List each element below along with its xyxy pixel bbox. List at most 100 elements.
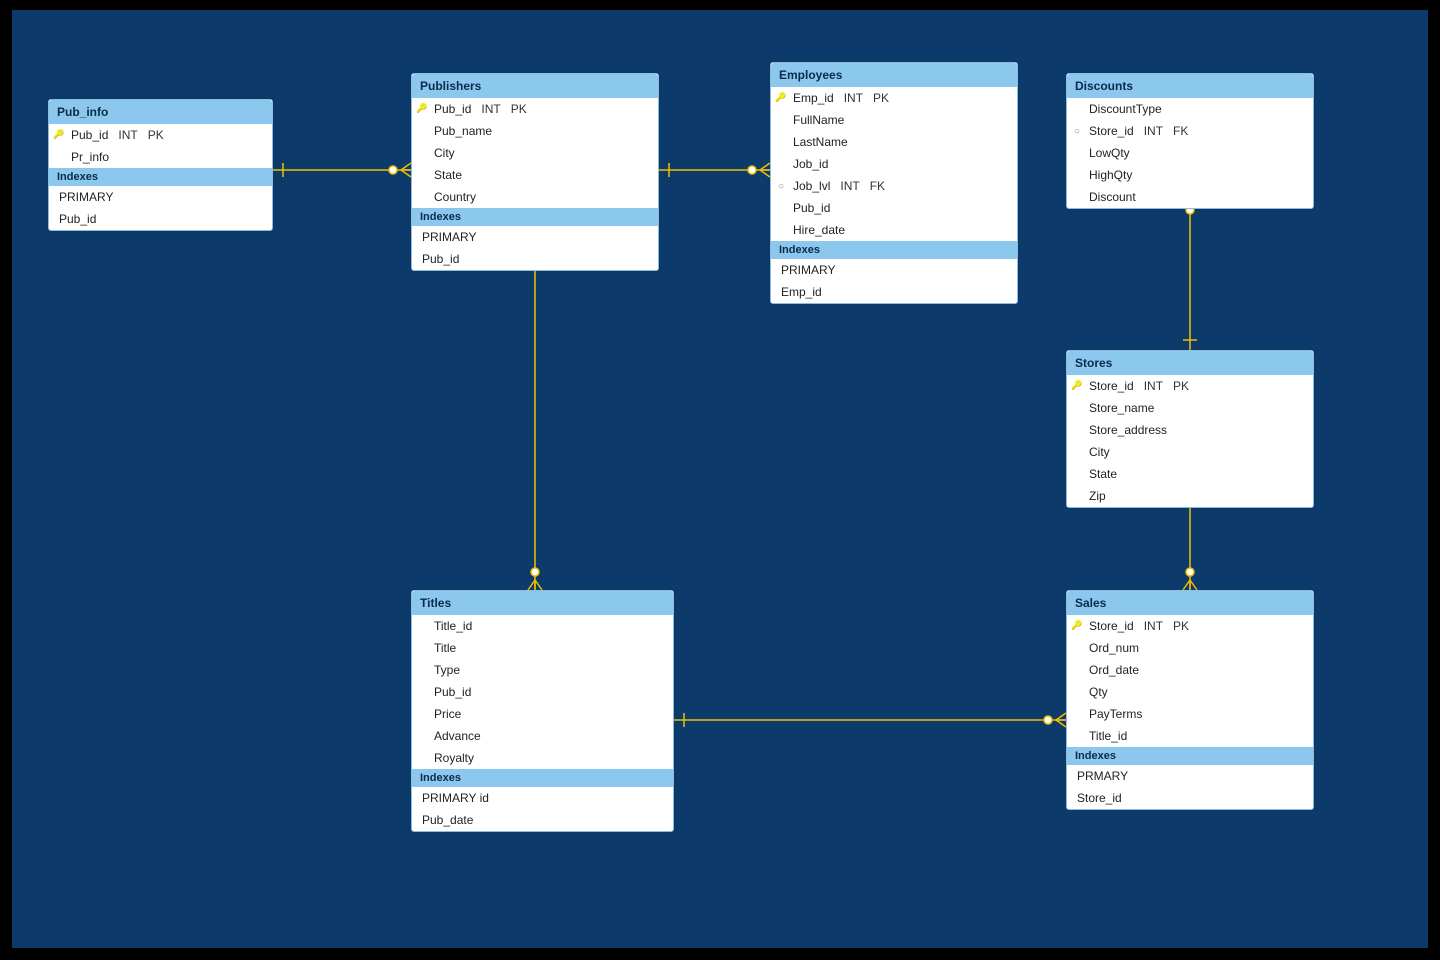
field-row: DiscountType [1067, 98, 1313, 120]
entity-title: Publishers [412, 74, 658, 98]
blank-icon [1071, 642, 1083, 654]
blank-icon [1071, 191, 1083, 203]
field-name: Title [434, 639, 456, 657]
field-row: Type [412, 659, 673, 681]
indexes-header: Indexes [49, 168, 272, 186]
field-name: Title_id [1089, 727, 1127, 745]
indexes-header: Indexes [412, 208, 658, 226]
field-row: Store_idINTPK [1067, 375, 1313, 397]
field-row: PayTerms [1067, 703, 1313, 725]
blank-icon [1071, 103, 1083, 115]
entity-pub_info[interactable]: Pub_infoPub_idINTPKPr_infoIndexesPRIMARY… [48, 99, 273, 231]
field-type: INT [1144, 617, 1163, 635]
field-row: Pub_name [412, 120, 658, 142]
field-row: City [1067, 441, 1313, 463]
pk-icon [416, 103, 428, 115]
index-row: PRMARY [1067, 765, 1313, 787]
field-name: Job_id [793, 155, 828, 173]
blank-icon [1071, 730, 1083, 742]
field-row: Store_name [1067, 397, 1313, 419]
blank-icon [416, 169, 428, 181]
entity-title: Titles [412, 591, 673, 615]
field-name: LowQty [1089, 144, 1130, 162]
field-row: Price [412, 703, 673, 725]
field-name: Price [434, 705, 461, 723]
field-name: Store_id [1089, 122, 1134, 140]
field-constraint: PK [873, 89, 889, 107]
field-row: Title [412, 637, 673, 659]
field-type: INT [118, 126, 137, 144]
field-constraint: PK [148, 126, 164, 144]
field-name: Job_lvl [793, 177, 830, 195]
field-name: Pub_name [434, 122, 492, 140]
field-name: DiscountType [1089, 100, 1162, 118]
entity-titles[interactable]: TitlesTitle_idTitleTypePub_idPriceAdvanc… [411, 590, 674, 832]
entity-title: Sales [1067, 591, 1313, 615]
field-name: Ord_date [1089, 661, 1139, 679]
field-row: Pub_id [412, 681, 673, 703]
blank-icon [416, 147, 428, 159]
field-name: Country [434, 188, 476, 206]
field-name: Hire_date [793, 221, 845, 239]
blank-icon [416, 642, 428, 654]
index-row: PRIMARY [771, 259, 1017, 281]
blank-icon [416, 752, 428, 764]
field-name: Store_id [1089, 377, 1134, 395]
blank-icon [416, 686, 428, 698]
field-row: Store_id INT PK [1067, 615, 1313, 637]
er-diagram-canvas: Pub_infoPub_idINTPKPr_infoIndexesPRIMARY… [12, 10, 1428, 948]
field-row: Pr_info [49, 146, 272, 168]
field-row: Store_address [1067, 419, 1313, 441]
blank-icon [1071, 468, 1083, 480]
field-name: City [1089, 443, 1110, 461]
blank-icon [1071, 402, 1083, 414]
field-row: Job_lvlINTFK [771, 175, 1017, 197]
entity-discounts[interactable]: DiscountsDiscountTypeStore_idINTFKLowQty… [1066, 73, 1314, 209]
blank-icon [416, 191, 428, 203]
fk-icon [1071, 125, 1083, 137]
field-name: HighQty [1089, 166, 1132, 184]
field-constraint: PK [1173, 377, 1189, 395]
field-row: LastName [771, 131, 1017, 153]
field-type: INT [481, 100, 500, 118]
field-constraint: PK [1173, 617, 1189, 635]
entity-employees[interactable]: EmployeesEmp_idINTPKFullNameLastNameJob_… [770, 62, 1018, 304]
field-row: Title_id [1067, 725, 1313, 747]
blank-icon [1071, 708, 1083, 720]
field-name: FullName [793, 111, 844, 129]
blank-icon [1071, 169, 1083, 181]
field-row: LowQty [1067, 142, 1313, 164]
entity-sales[interactable]: Sales Store_id INT PK Ord_num Ord_date Qty PayT… [1066, 590, 1314, 810]
field-row: Zip [1067, 485, 1313, 507]
index-row: PRIMARY [412, 226, 658, 248]
field-row: FullName [771, 109, 1017, 131]
field-name: Pub_id [434, 100, 471, 118]
connector [528, 246, 542, 590]
blank-icon [1071, 147, 1083, 159]
field-row: State [1067, 463, 1313, 485]
field-name: City [434, 144, 455, 162]
blank-icon [1071, 446, 1083, 458]
field-name: Store_name [1089, 399, 1154, 417]
blank-icon [416, 664, 428, 676]
blank-icon [775, 136, 787, 148]
field-row: Hire_date [771, 219, 1017, 241]
entity-title: Stores [1067, 351, 1313, 375]
field-row: State [412, 164, 658, 186]
blank-icon [775, 114, 787, 126]
field-name: Qty [1089, 683, 1108, 701]
field-row: Country [412, 186, 658, 208]
field-constraint: FK [870, 177, 885, 195]
field-constraint: FK [1173, 122, 1188, 140]
field-row: Qty [1067, 681, 1313, 703]
field-name: Pr_info [71, 148, 109, 166]
index-row: Emp_id [771, 281, 1017, 303]
field-name: Store_id [1089, 617, 1134, 635]
entity-stores[interactable]: StoresStore_idINTPK Store_name Store_addre… [1066, 350, 1314, 508]
field-row: Discount [1067, 186, 1313, 208]
connector [674, 713, 1066, 727]
field-row: Ord_num [1067, 637, 1313, 659]
entity-publishers[interactable]: PublishersPub_idINTPKPub_nameCityStateCo… [411, 73, 659, 271]
blank-icon [775, 202, 787, 214]
field-name: Pub_id [793, 199, 830, 217]
